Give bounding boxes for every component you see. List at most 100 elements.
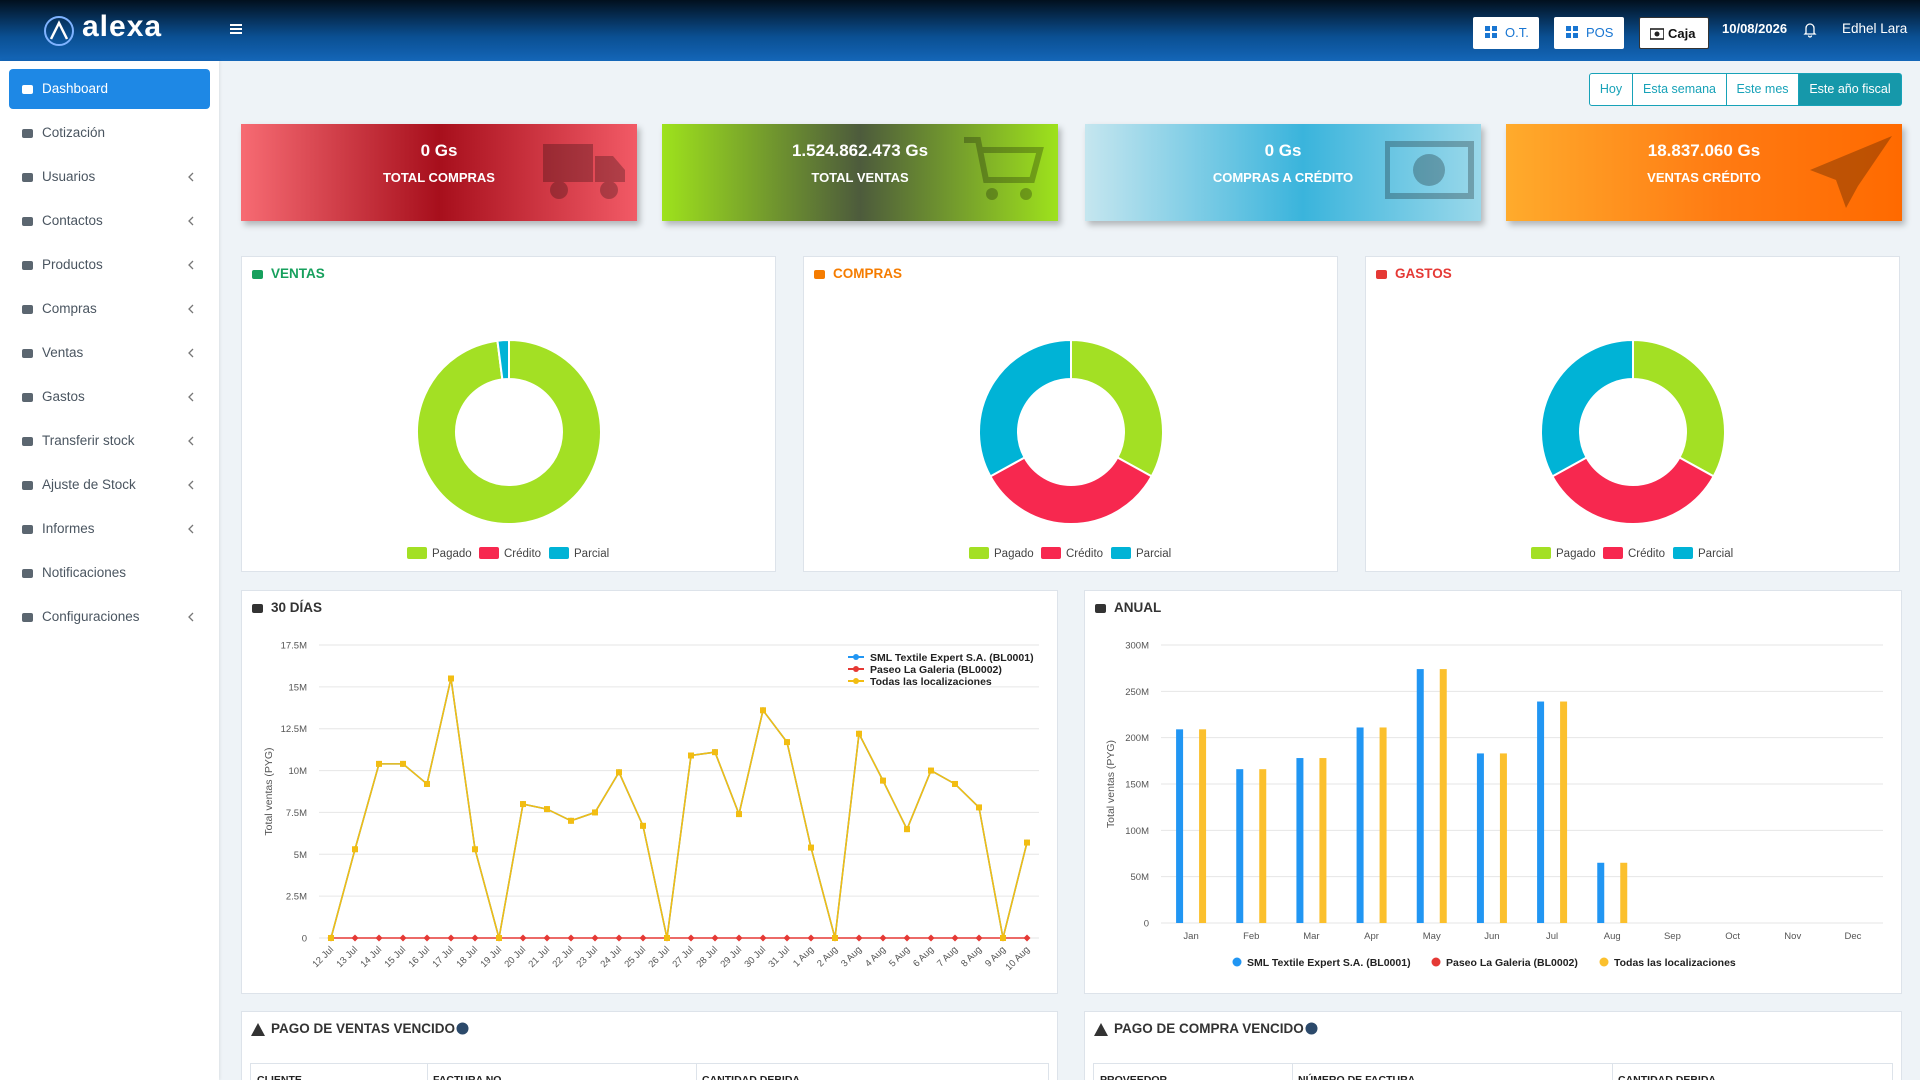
- bar-chart-panel: ANUAL 0 50M 100M 150M 200M 250M 300M Total venta…: [1084, 590, 1902, 994]
- donut-segment: [1540, 338, 1634, 478]
- bar: [1560, 701, 1568, 923]
- line-point: [544, 806, 550, 813]
- sidebar-item[interactable]: Configuraciones: [9, 597, 210, 637]
- x-tick-label: 2 Aug: [815, 944, 840, 969]
- sidebar-item[interactable]: Contactos: [9, 201, 210, 241]
- x-tick-label: 10 Aug: [1003, 944, 1032, 973]
- icon-shape: [986, 188, 998, 200]
- warning-icon: [251, 1023, 265, 1036]
- bar: [1259, 769, 1267, 923]
- sidebar-label: Contactos: [42, 213, 103, 228]
- sidebar-item[interactable]: Informes: [9, 509, 210, 549]
- line-point: [879, 934, 887, 942]
- y-tick-label: 12.5M: [281, 724, 307, 735]
- x-tick-label: 3 Aug: [839, 944, 864, 969]
- sidebar-label: Informes: [42, 521, 95, 536]
- line-point: [351, 934, 359, 942]
- filter-button[interactable]: Esta semana: [1633, 73, 1727, 106]
- line-point: [496, 935, 502, 941]
- icon-shape: [1566, 26, 1571, 31]
- line-point: [376, 760, 382, 767]
- sidebar-item[interactable]: Transferir stock: [9, 421, 210, 461]
- x-tick-label: Oct: [1725, 931, 1740, 942]
- menu-toggle[interactable]: [230, 23, 244, 37]
- header-button[interactable]: O.T.: [1473, 17, 1539, 49]
- sidebar-item[interactable]: Dashboard: [9, 69, 210, 109]
- legend-label: Crédito: [1628, 548, 1665, 560]
- x-tick-label: 17 Jul: [430, 944, 456, 970]
- x-tick-label: Dec: [1844, 931, 1861, 942]
- line-series: [330, 678, 1028, 939]
- x-tick-label: Aug: [1604, 931, 1621, 942]
- x-tick-label: 23 Jul: [574, 944, 600, 970]
- header: alexa O.T. POS Caja 10/08/2026 Edhel Lara: [0, 0, 1920, 61]
- sidebar-item[interactable]: Cotización: [9, 113, 210, 153]
- icon-shape: [814, 270, 825, 279]
- sidebar-item[interactable]: Compras: [9, 289, 210, 329]
- y-tick-label: 50M: [1131, 872, 1150, 883]
- sidebar-item[interactable]: Gastos: [9, 377, 210, 417]
- submenu-chevron: [188, 392, 194, 402]
- icon-shape: [1573, 33, 1578, 38]
- filter-button[interactable]: Este mes: [1727, 73, 1799, 106]
- y-tick-label: 150M: [1125, 780, 1149, 791]
- legend-label: Parcial: [1698, 548, 1733, 560]
- sidebar-item[interactable]: Ajuste de Stock: [9, 465, 210, 505]
- donut-chart: Pagado Crédito Parcial: [1531, 338, 1733, 560]
- card-icon: [964, 137, 1044, 200]
- line-point: [735, 934, 743, 942]
- line-point: [519, 934, 527, 942]
- x-tick-label: May: [1423, 931, 1441, 942]
- sidebar-item[interactable]: Usuarios: [9, 157, 210, 197]
- line-point: [975, 934, 983, 942]
- header-button[interactable]: POS: [1554, 17, 1624, 49]
- donut-segment: [978, 338, 1072, 478]
- filter-button[interactable]: Hoy: [1589, 73, 1633, 106]
- line-point: [615, 934, 623, 942]
- column-divider: [1612, 1064, 1613, 1080]
- x-tick-label: 13 Jul: [334, 944, 360, 970]
- icon-shape: [188, 480, 194, 490]
- icon-shape: [550, 181, 568, 199]
- line-point: [951, 934, 959, 942]
- sidebar-label: Cotización: [42, 125, 106, 140]
- panel-title: GASTOS: [1395, 266, 1452, 281]
- icon-shape: [22, 393, 33, 402]
- icon-shape: [1573, 26, 1578, 31]
- line-point: [760, 707, 766, 714]
- icon-shape: [1654, 31, 1660, 37]
- sidebar-item[interactable]: Notificaciones: [9, 553, 210, 593]
- icon-shape: [22, 261, 33, 270]
- line-point: [711, 934, 719, 942]
- panel-icon: [1095, 604, 1106, 613]
- card-label: COMPRAS A CRÉDITO: [1212, 170, 1354, 185]
- header-button[interactable]: Caja: [1639, 17, 1709, 49]
- panel-icon: [1376, 270, 1387, 279]
- sidebar-icon: [22, 85, 33, 94]
- panel-title: COMPRAS: [833, 266, 903, 281]
- sidebar-icon: [22, 437, 33, 446]
- filter-button[interactable]: Este año fiscal: [1799, 73, 1902, 106]
- icon-shape: [1376, 270, 1387, 279]
- line-point: [832, 935, 838, 941]
- y-tick-label: 5M: [294, 850, 307, 861]
- sidebar-item[interactable]: Productos: [9, 245, 210, 285]
- line-point: [568, 817, 574, 824]
- legend-swatch: [549, 547, 569, 559]
- x-tick-label: 4 Aug: [863, 944, 888, 969]
- sidebar-label: Productos: [42, 257, 103, 272]
- notifications-bell[interactable]: [1803, 22, 1817, 38]
- column-divider: [696, 1064, 697, 1080]
- card-icon: [1385, 141, 1474, 199]
- legend-label: SML Textile Expert S.A. (BL0001): [1247, 957, 1411, 969]
- line-point: [639, 934, 647, 942]
- header-user[interactable]: Edhel Lara: [1842, 21, 1908, 36]
- line-point: [928, 767, 934, 774]
- sidebar-label: Notificaciones: [42, 565, 127, 580]
- line-point: [567, 934, 575, 942]
- sidebar-item[interactable]: Ventas: [9, 333, 210, 373]
- x-tick-label: Mar: [1303, 931, 1319, 942]
- donut-segment: [1551, 456, 1715, 525]
- line-point: [640, 822, 646, 829]
- card-value: 1.524.862.473 Gs: [791, 141, 929, 160]
